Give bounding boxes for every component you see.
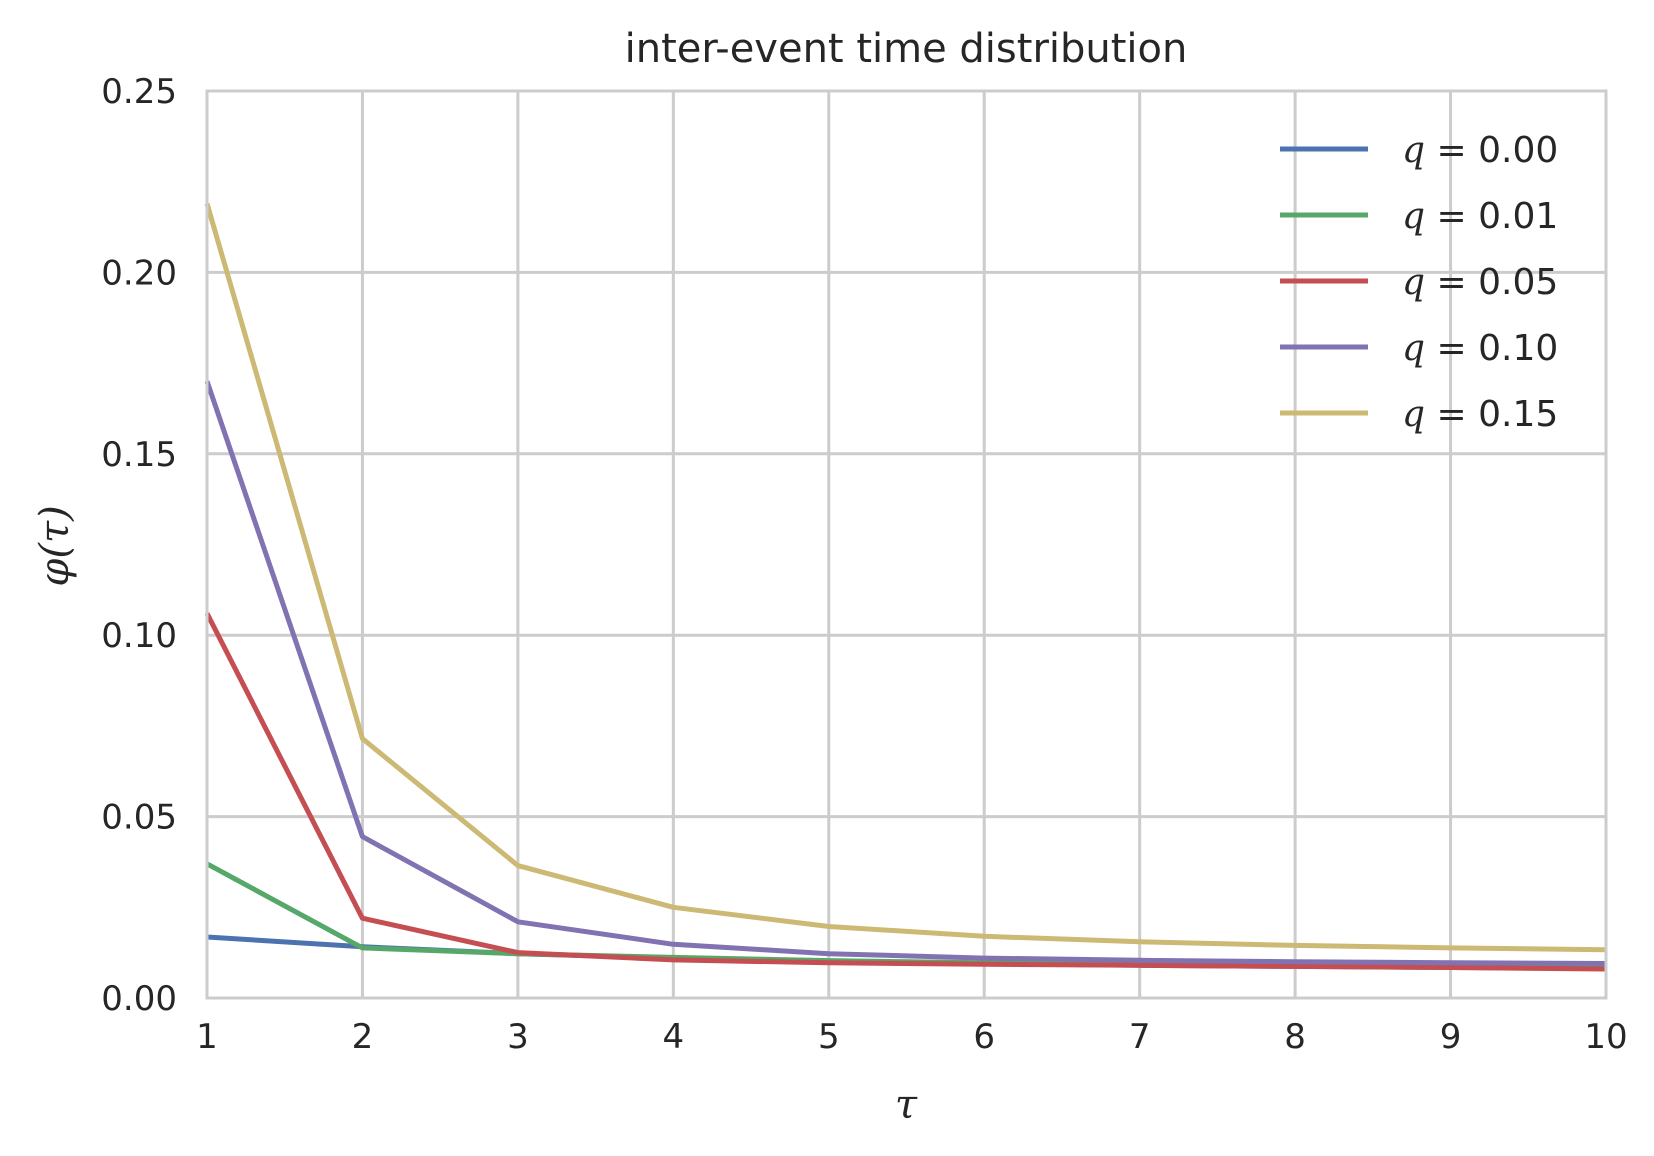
x-tick-label: 2 — [352, 1017, 374, 1057]
x-tick-labels: 1 2 3 4 5 6 7 8 9 10 — [196, 1017, 1627, 1057]
legend-label: q = 0.00 — [1402, 130, 1558, 171]
chart-title: inter-event time distribution — [625, 26, 1188, 72]
legend-entry: q = 0.00 — [1280, 130, 1558, 171]
x-tick-label: 7 — [1129, 1017, 1151, 1057]
y-tick-label: 0.20 — [101, 253, 177, 293]
legend-value: = 0.01 — [1425, 196, 1558, 237]
legend-value: = 0.05 — [1425, 262, 1558, 303]
legend-variable: q — [1402, 262, 1425, 303]
y-tick-label: 0.25 — [101, 72, 177, 112]
x-tick-label: 5 — [818, 1017, 840, 1057]
series-lines — [204, 202, 1607, 972]
legend-variable: q — [1402, 394, 1425, 435]
x-tick-label: 10 — [1584, 1017, 1627, 1057]
legend-entry: q = 0.01 — [1280, 196, 1558, 237]
legend-label: q = 0.15 — [1402, 394, 1558, 435]
y-tick-labels: 0.00 0.05 0.10 0.15 0.20 0.25 — [101, 72, 177, 1019]
legend-variable: q — [1402, 196, 1425, 237]
legend-variable: q — [1402, 130, 1425, 171]
legend-entry: q = 0.10 — [1280, 328, 1558, 369]
plot-frame — [205, 89, 1608, 1000]
x-tick-label: 4 — [663, 1017, 685, 1057]
series-line-2 — [204, 612, 1607, 972]
legend: q = 0.00q = 0.01q = 0.05q = 0.10q = 0.15 — [1280, 130, 1558, 435]
x-tick-label: 6 — [973, 1017, 995, 1057]
legend-value: = 0.15 — [1425, 394, 1558, 435]
y-tick-label: 0.00 — [101, 979, 177, 1019]
legend-label: q = 0.05 — [1402, 262, 1558, 303]
legend-entry: q = 0.15 — [1280, 394, 1558, 435]
series-line-4 — [204, 202, 1607, 953]
y-tick-label: 0.05 — [101, 798, 177, 838]
legend-value: = 0.00 — [1425, 130, 1558, 171]
legend-label: q = 0.10 — [1402, 328, 1558, 369]
y-tick-label: 0.10 — [101, 616, 177, 656]
series-line-3 — [204, 380, 1607, 966]
y-tick-label: 0.15 — [101, 435, 177, 475]
x-tick-label: 9 — [1440, 1017, 1462, 1057]
legend-entry: q = 0.05 — [1280, 262, 1558, 303]
y-axis-label: φ(τ) — [32, 505, 78, 586]
legend-label: q = 0.01 — [1402, 196, 1558, 237]
x-tick-label: 1 — [196, 1017, 218, 1057]
x-axis-label: τ — [895, 1082, 918, 1128]
x-tick-label: 3 — [507, 1017, 529, 1057]
legend-value: = 0.10 — [1425, 328, 1558, 369]
legend-variable: q — [1402, 328, 1425, 369]
x-tick-label: 8 — [1284, 1017, 1306, 1057]
